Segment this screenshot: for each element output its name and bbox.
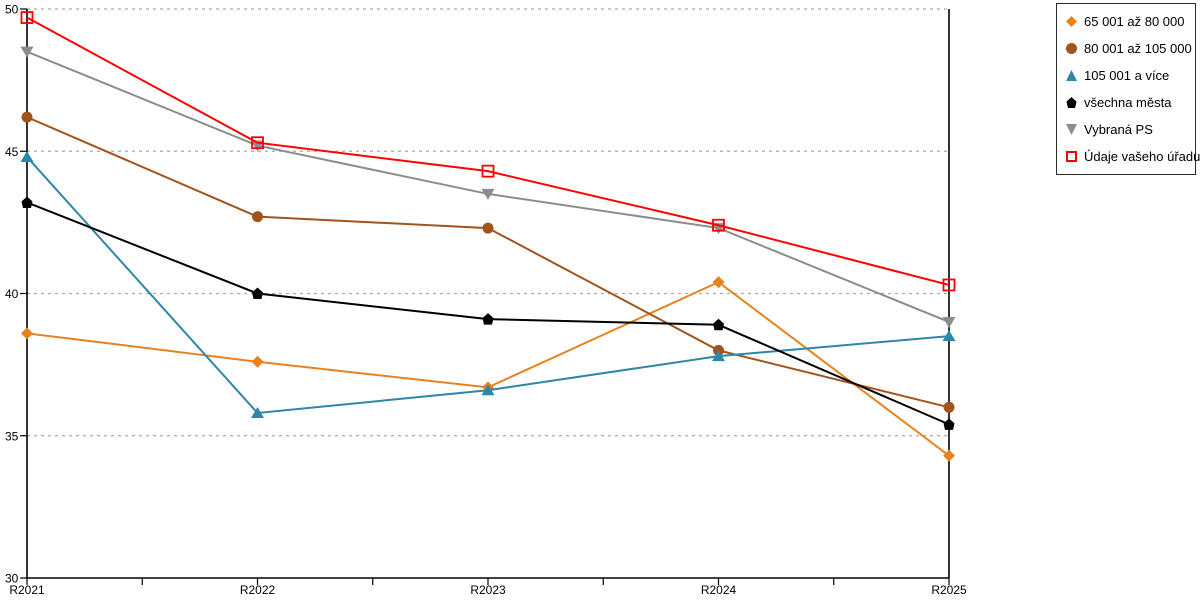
svg-text:R2022: R2022: [240, 583, 276, 597]
svg-text:50: 50: [5, 3, 19, 17]
svg-text:30: 30: [5, 572, 19, 586]
legend-marker-diamond-icon: [1066, 16, 1077, 27]
svg-text:40: 40: [5, 287, 19, 301]
legend-label: Vybraná PS: [1084, 122, 1153, 137]
legend-item: 105 001 a více: [1066, 68, 1193, 83]
legend-label: Údaje vašeho úřadu: [1084, 149, 1200, 164]
svg-text:R2021: R2021: [9, 583, 45, 597]
legend-label: 80 001 až 105 000: [1084, 41, 1192, 56]
legend-item: Údaje vašeho úřadu: [1066, 149, 1200, 164]
svg-text:R2023: R2023: [470, 583, 506, 597]
legend-item: všechna města: [1066, 95, 1193, 110]
legend-marker-triangle-up-icon: [1066, 70, 1077, 81]
svg-text:45: 45: [5, 145, 19, 159]
legend-marker-pentagon-icon: [1066, 97, 1077, 108]
svg-text:35: 35: [5, 429, 19, 443]
legend-label: 65 001 až 80 000: [1084, 14, 1185, 29]
legend-item: 65 001 až 80 000: [1066, 14, 1193, 29]
legend-item: 80 001 až 105 000: [1066, 41, 1193, 56]
legend-marker-open-square-icon: [1066, 151, 1077, 162]
legend-marker-circle-icon: [1066, 43, 1077, 54]
legend-label: 105 001 a více: [1084, 68, 1170, 83]
svg-text:R2025: R2025: [931, 583, 967, 597]
svg-text:R2024: R2024: [701, 583, 737, 597]
legend-marker-triangle-down-icon: [1066, 124, 1077, 135]
chart-legend: 65 001 až 80 000 80 001 až 105 000 105 0…: [1056, 3, 1200, 175]
legend-item: Vybraná PS: [1066, 122, 1193, 137]
legend-label: všechna města: [1084, 95, 1172, 110]
